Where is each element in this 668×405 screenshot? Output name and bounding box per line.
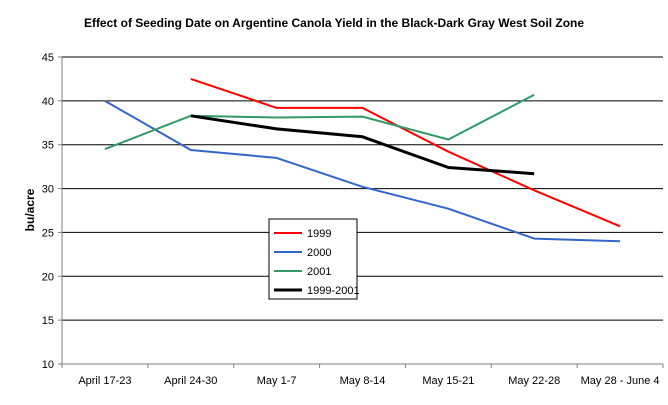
y-tick-label: 25	[42, 227, 54, 239]
series-lines	[104, 77, 621, 243]
x-tick-label: April 24-30	[164, 375, 217, 387]
chart-title: Effect of Seeding Date on Argentine Cano…	[84, 16, 584, 30]
x-tick-label: May 15-21	[422, 375, 474, 387]
series-line-2001	[104, 93, 535, 151]
y-tick-label: 40	[42, 96, 54, 108]
y-tick-label: 30	[42, 184, 54, 196]
x-tick-label: May 1-7	[257, 375, 297, 387]
legend: 1999 2000 2001 1999-2001	[268, 218, 360, 300]
legend-label-1999-2001: 1999-2001	[307, 285, 360, 297]
legend-label-2000: 2000	[307, 247, 331, 259]
x-tick-label: May 8-14	[340, 375, 386, 387]
y-tick-label: 35	[42, 140, 54, 152]
series-line-2000	[104, 100, 621, 243]
y-tick-label: 10	[42, 359, 54, 371]
y-tick-label: 20	[42, 271, 54, 283]
y-tick-label: 15	[42, 315, 54, 327]
plot-area	[62, 57, 663, 364]
y-tick-label: 45	[42, 52, 54, 64]
legend-label-2001: 2001	[307, 266, 331, 278]
y-tick-labels: 10 15 20 25 30 35 40 45	[42, 52, 62, 371]
gridlines	[62, 56, 663, 321]
x-tick-label: May 22-28	[508, 375, 560, 387]
x-tick-label: May 28 - June 4	[581, 375, 660, 387]
series-line-1999	[190, 77, 621, 228]
x-tick-labels: April 17-23 April 24-30 May 1-7 May 8-14 May…	[61, 364, 664, 387]
legend-label-1999: 1999	[307, 228, 331, 240]
y-axis-label: bu/acre	[23, 188, 37, 231]
series-line-1999-2001	[190, 114, 535, 176]
x-tick-label: April 17-23	[78, 375, 131, 387]
